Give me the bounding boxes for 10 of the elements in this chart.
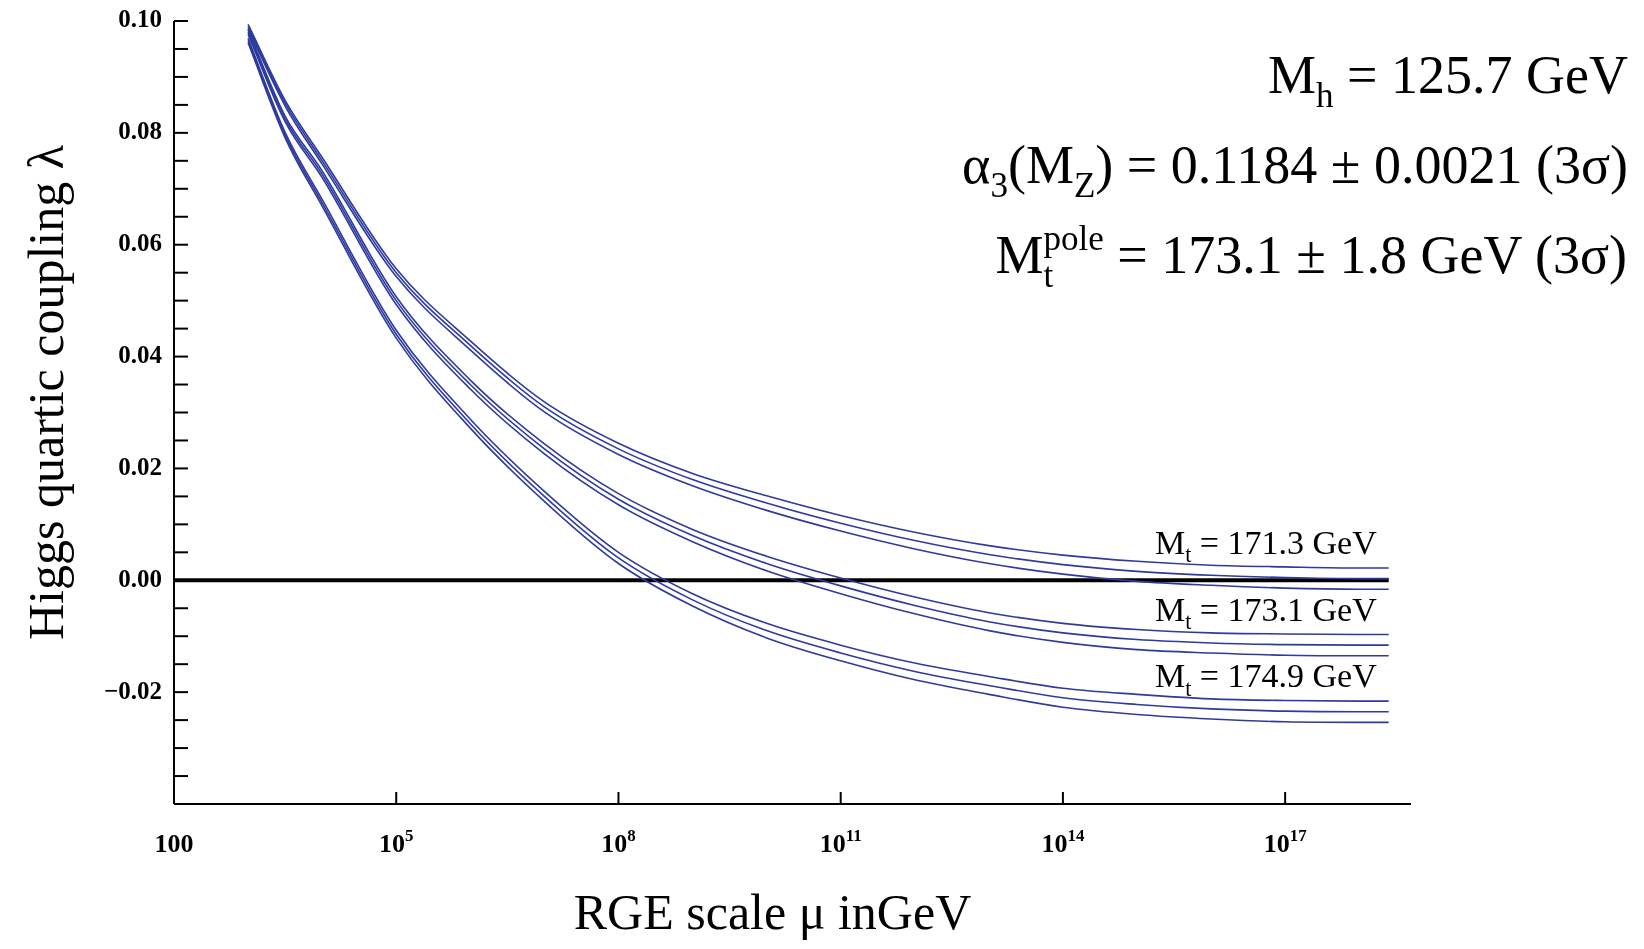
y-axis-title: Higgs quartic coupling λ [18,145,74,640]
y-tick-label: 0.00 [118,564,162,592]
y-tick-label: 0.06 [118,229,162,257]
y-tick-label: 0.08 [118,117,162,145]
y-tick-label: 0.04 [118,341,163,369]
x-axis-title: RGE scale μ inGeV [573,884,972,940]
y-tick-label: 0.10 [118,5,162,33]
y-tick-label: −0.02 [104,676,162,704]
y-tick-label: 0.02 [118,452,162,480]
x-tick-label: 100 [154,829,194,858]
